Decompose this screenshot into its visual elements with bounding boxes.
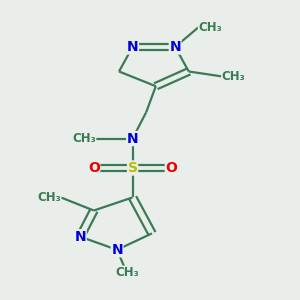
Text: N: N	[127, 131, 138, 146]
Text: O: O	[165, 161, 177, 175]
Text: CH₃: CH₃	[37, 191, 61, 204]
Text: N: N	[169, 40, 181, 54]
Text: CH₃: CH₃	[222, 70, 245, 83]
Text: CH₃: CH₃	[198, 21, 222, 34]
Text: CH₃: CH₃	[115, 266, 139, 279]
Text: N: N	[111, 243, 123, 257]
Text: O: O	[88, 161, 100, 175]
Text: N: N	[127, 40, 138, 54]
Text: N: N	[74, 230, 86, 244]
Text: S: S	[128, 161, 138, 175]
Text: CH₃: CH₃	[72, 132, 96, 145]
